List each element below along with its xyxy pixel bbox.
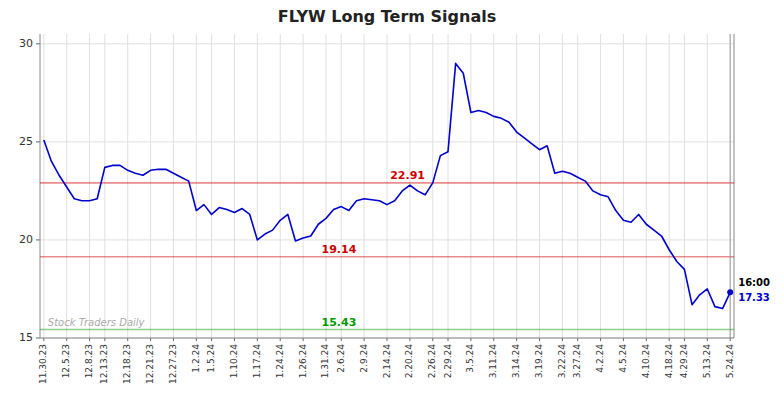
- tick-label: 2.14.24: [382, 344, 392, 379]
- grid-line: [623, 34, 624, 338]
- reference-label: 22.91: [390, 169, 425, 182]
- reference-line: [40, 182, 734, 184]
- tick-label: 12.5.23: [61, 344, 71, 378]
- grid-line: [40, 338, 734, 339]
- end-label: 16:00: [738, 277, 770, 288]
- tick-label: 12.27.23: [168, 344, 178, 384]
- grid-line: [432, 34, 433, 338]
- tick-label: 3.5.24: [465, 344, 475, 373]
- tick-label: 25: [19, 135, 33, 148]
- grid-line: [257, 34, 258, 338]
- tick-label: 4.29.24: [679, 344, 689, 379]
- x-axis: 11.30.23 12.5.23 12.8.23 12.13.23 12.18.23 12…: [38, 338, 734, 384]
- tick-label: 3.22.24: [557, 344, 567, 379]
- grid-line: [493, 34, 494, 338]
- tick: [36, 43, 40, 44]
- grid-line: [669, 34, 670, 338]
- grid-line: [89, 34, 90, 338]
- tick-label: 1.5.24: [206, 344, 216, 373]
- grid-line: [173, 34, 174, 338]
- axis-line: [40, 34, 41, 338]
- tick-label: 1.10.24: [229, 344, 239, 379]
- tick-label: 3.27.24: [572, 344, 582, 379]
- grid-line: [448, 34, 449, 338]
- grid-line: [387, 34, 388, 338]
- tick-label: 12.8.23: [84, 344, 94, 378]
- tick: [36, 239, 40, 240]
- plot-area: [40, 34, 734, 338]
- tick-label: 5.24.24: [725, 344, 735, 379]
- tick-label: 4.10.24: [641, 344, 651, 379]
- tick-label: 3.14.24: [511, 344, 521, 379]
- end-value: 17.33: [738, 292, 770, 303]
- tick-label: 5.13.24: [702, 344, 712, 379]
- grid-line: [43, 34, 44, 338]
- grid-line: [280, 34, 281, 338]
- grid-line: [539, 34, 540, 338]
- tick-label: 3.19.24: [534, 344, 544, 379]
- grid-line: [325, 34, 326, 338]
- tick-label: 1.26.24: [298, 344, 308, 379]
- reference-label: 19.14: [322, 243, 357, 256]
- price-line: [44, 63, 730, 308]
- tick-label: 2.6.24: [336, 344, 346, 373]
- reference-line: [40, 329, 734, 331]
- grid-line: [234, 34, 235, 338]
- tick-label: 20: [19, 233, 33, 246]
- tick-label: 4.5.24: [618, 344, 628, 373]
- tick-label: 15: [19, 331, 33, 344]
- grid-line: [646, 34, 647, 338]
- tick: [36, 338, 40, 339]
- chart: FLYW Long Term Signals 15 20 25 30 11.30.23 12…: [0, 0, 784, 398]
- last-point: [727, 289, 733, 295]
- y-axis: 15 20 25 30: [19, 37, 40, 344]
- tick-label: 2.26.24: [427, 344, 437, 379]
- tick-label: 12.18.23: [122, 344, 132, 384]
- tick-label: 4.2.24: [595, 344, 605, 373]
- axis-line: [40, 338, 734, 339]
- grid-line: [127, 34, 128, 338]
- annotations: 22.91 19.14 15.43 Stock Traders Daily 16:00 1…: [48, 169, 770, 329]
- grid-line: [211, 34, 212, 338]
- tick-label: 2.20.24: [404, 344, 414, 379]
- tick-label: 30: [19, 37, 33, 50]
- grid-line: [707, 34, 708, 338]
- tick-label: 11.30.23: [38, 344, 48, 384]
- grid-line: [364, 34, 365, 338]
- tick-label: 12.21.23: [145, 344, 155, 384]
- title: FLYW Long Term Signals: [278, 7, 496, 26]
- grid-line: [196, 34, 197, 338]
- grid-line: [562, 34, 563, 338]
- tick-label: 1.24.24: [275, 344, 285, 379]
- grid-line: [577, 34, 578, 338]
- grid-line: [516, 34, 517, 338]
- reference-label: 15.43: [322, 316, 357, 329]
- tick-label: 1.2.24: [191, 344, 201, 373]
- tick-label: 12.13.23: [99, 344, 109, 384]
- grid: [40, 34, 734, 338]
- tick-label: 2.9.24: [359, 344, 369, 373]
- grid-line: [341, 34, 342, 338]
- tick-label: 2.29.24: [443, 344, 453, 379]
- reference-line: [40, 256, 734, 258]
- grid-line: [104, 34, 105, 338]
- axis-line: [734, 34, 735, 338]
- tick-label: 1.17.24: [252, 344, 262, 379]
- grid-line: [470, 34, 471, 338]
- watermark: Stock Traders Daily: [48, 317, 146, 328]
- grid-line: [684, 34, 685, 338]
- tick-label: 3.11.24: [488, 344, 498, 379]
- tick: [36, 141, 40, 142]
- grid-line: [303, 34, 304, 338]
- tick-label: 1.31.24: [320, 344, 330, 379]
- grid-line: [150, 34, 151, 338]
- grid-line: [600, 34, 601, 338]
- tick-label: 4.18.24: [664, 344, 674, 379]
